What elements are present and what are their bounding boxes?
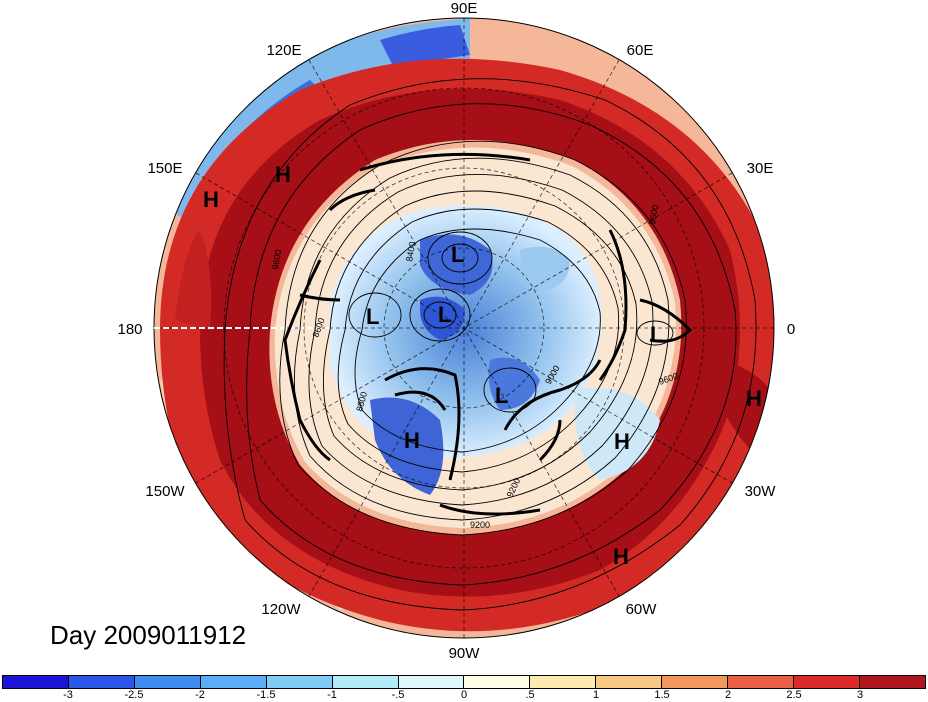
lon-label-30e: 30E [747,160,774,177]
lon-label-120e: 120E [266,42,301,59]
high-center: H [404,428,420,453]
colorbar-tick-label: -1.5 [256,689,276,701]
colorbar-swatch [662,676,729,688]
low-center: L [438,302,451,327]
colorbar-swatch [794,676,860,688]
colorbar-tick-label: 0 [460,689,468,701]
contour-label-9600-west: 9600 [270,249,283,270]
lon-label-120w: 120W [261,601,301,618]
lon-label-60e: 60E [627,42,654,59]
lon-label-150e: 150E [147,160,182,177]
low-center: L [495,383,508,408]
colorbar-tick-label: -.5 [391,689,405,701]
high-center: H [613,544,629,569]
colorbar-tick-label: 1 [592,689,600,701]
colorbar-tick-label: .5 [525,689,535,701]
low-center: L [451,242,464,267]
colorbar-swatch [200,676,267,688]
colorbar-swatch [266,676,333,688]
low-center: L [650,322,663,347]
high-center: H [275,162,291,187]
colorbar-swatch [332,676,399,688]
colorbar-tick-label: -3 [63,689,73,701]
colorbar-tick-label: 2.5 [786,689,802,701]
colorbar-tick-label: -2 [195,689,205,701]
contour-label-9600-east: 9600 [647,204,660,225]
colorbar-swatch [464,676,531,688]
contour-label-9200-south: 9200 [470,520,490,530]
colorbar-tick-label: -2.5 [124,689,144,701]
lon-label-60w: 60W [626,601,658,618]
contour-label-8400: 8400 [404,241,417,262]
lon-label-0: 0 [787,321,795,338]
colorbar-tick-label: -1 [327,689,337,701]
colorbar-ticks: -3 -2.5 -2 -1.5 -1 -.5 0 .5 1 1.5 2 2.5 3 [2,689,926,702]
lon-label-150w: 150W [145,483,185,500]
high-center: H [746,386,762,411]
colorbar-swatch [530,676,597,688]
colorbar-swatch [398,676,465,688]
high-center: H [614,429,630,454]
lon-label-30w: 30W [745,483,777,500]
lon-label-180: 180 [117,321,142,338]
colorbar-swatch [3,676,69,688]
jet-contours [283,152,693,516]
colorbar-swatch [134,676,201,688]
lon-label-90e: 90E [451,0,478,17]
day-label: Day 2009011912 [50,620,247,650]
colorbar-tick-label: 2 [724,689,732,701]
colorbar [2,675,926,689]
lon-label-90w: 90W [449,645,481,662]
anomaly-field [154,18,774,638]
high-center: H [203,187,219,212]
colorbar-swatch [68,676,135,688]
colorbar-tick-label: 1.5 [654,689,670,701]
colorbar-swatch [596,676,663,688]
colorbar-swatch [728,676,795,688]
colorbar-tick-label: 3 [856,689,864,701]
colorbar-swatch [859,676,925,688]
low-center: L [366,304,379,329]
